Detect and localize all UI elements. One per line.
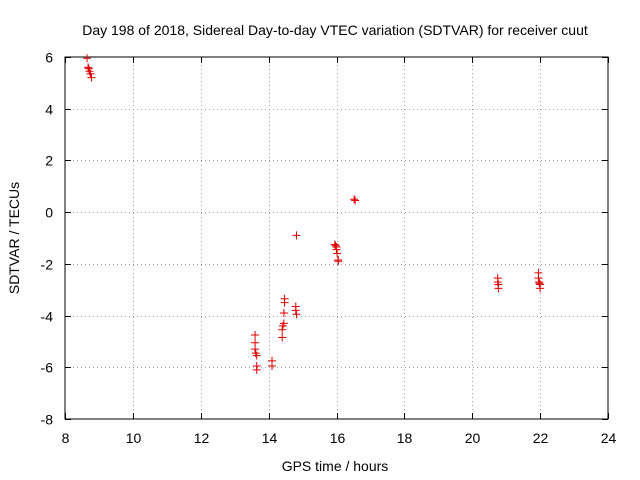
grid-lines bbox=[65, 57, 608, 419]
y-tick-label: 6 bbox=[45, 50, 53, 66]
data-point bbox=[280, 294, 289, 303]
data-point bbox=[278, 325, 287, 334]
data-point bbox=[252, 365, 261, 374]
x-tick-label: 22 bbox=[533, 430, 549, 446]
x-tick-label: 10 bbox=[126, 430, 142, 446]
data-point bbox=[534, 274, 543, 283]
x-tick-label: 14 bbox=[262, 430, 278, 446]
data-point bbox=[535, 279, 544, 288]
x-tick-label: 20 bbox=[465, 430, 481, 446]
data-point bbox=[292, 310, 301, 319]
x-tick-label: 8 bbox=[62, 430, 70, 446]
y-tick-label: -6 bbox=[41, 360, 54, 376]
data-point bbox=[87, 73, 96, 82]
y-tick-label: -4 bbox=[41, 309, 54, 325]
data-point bbox=[251, 330, 260, 339]
y-tick-label: -2 bbox=[41, 257, 54, 273]
data-point bbox=[291, 306, 300, 315]
x-tick-label: 16 bbox=[330, 430, 346, 446]
data-point bbox=[251, 345, 260, 354]
data-point bbox=[536, 284, 545, 293]
y-tick-label: 4 bbox=[45, 102, 53, 118]
y-axis-label: SDTVAR / TECUs bbox=[6, 182, 22, 294]
x-tick-label: 24 bbox=[601, 430, 617, 446]
data-point bbox=[268, 361, 277, 370]
data-point bbox=[83, 54, 92, 63]
data-point bbox=[84, 63, 93, 72]
data-points bbox=[83, 54, 545, 374]
axis-ticks bbox=[65, 57, 609, 420]
x-tick-label: 18 bbox=[397, 430, 413, 446]
y-tick-label: 2 bbox=[45, 153, 53, 169]
data-point bbox=[351, 196, 360, 205]
data-point bbox=[332, 245, 341, 254]
y-tick-label: -8 bbox=[41, 412, 54, 428]
data-point bbox=[350, 195, 359, 204]
data-point bbox=[334, 257, 343, 266]
y-tick-label: 0 bbox=[45, 205, 53, 221]
plot-frame bbox=[64, 56, 609, 420]
data-point bbox=[494, 284, 503, 293]
data-point bbox=[279, 319, 288, 328]
data-point bbox=[279, 308, 288, 317]
data-point bbox=[292, 231, 301, 240]
data-point bbox=[331, 241, 340, 250]
data-point bbox=[278, 333, 287, 342]
data-point bbox=[86, 69, 95, 78]
data-point bbox=[252, 351, 261, 360]
x-axis-label: GPS time / hours bbox=[282, 458, 389, 474]
chart-title: Day 198 of 2018, Sidereal Day-to-day VTE… bbox=[82, 22, 588, 38]
x-tick-label: 12 bbox=[194, 430, 210, 446]
data-point bbox=[333, 249, 342, 258]
